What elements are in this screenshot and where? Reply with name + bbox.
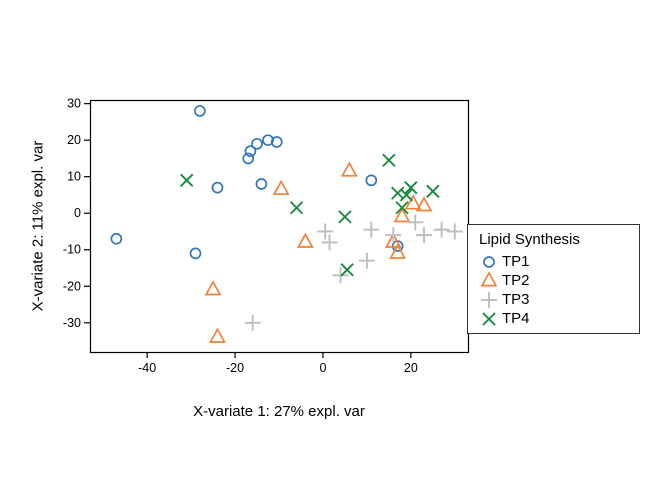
plus-icon [475, 290, 502, 309]
y-tick-label: 20 [67, 133, 81, 147]
series-tp4 [180, 153, 440, 277]
legend-item-tp3: TP3 [468, 290, 639, 309]
marker-triangle [393, 207, 411, 223]
marker-triangle [272, 179, 290, 195]
marker-triangle [389, 243, 407, 259]
marker-x [404, 180, 418, 195]
y-axis-title: X-variate 2: 11% expl. var [29, 140, 47, 312]
marker-x [338, 210, 352, 224]
triangle-icon [475, 271, 502, 290]
marker-circle [270, 136, 283, 148]
legend-label-tp2: TP2 [502, 272, 530, 289]
marker-x [180, 173, 194, 188]
marker-circle [194, 105, 206, 117]
legend-label-tp4: TP4 [502, 310, 530, 327]
marker-plus [433, 221, 450, 238]
legend-label-tp1: TP1 [502, 253, 530, 270]
marker-plus [358, 252, 375, 269]
x-axis-title: X-variate 1: 27% expl. var [193, 403, 365, 420]
y-tick-label: 0 [74, 206, 81, 220]
marker-triangle [480, 271, 497, 287]
marker-circle [482, 256, 495, 268]
x-tick-label: 0 [319, 361, 326, 375]
marker-circle [365, 174, 378, 187]
series-tp1 [110, 105, 404, 260]
marker-triangle [204, 280, 222, 296]
x-tick-label: -40 [138, 361, 156, 375]
marker-x [395, 201, 409, 215]
marker-x [426, 184, 440, 198]
series-tp3 [244, 214, 463, 331]
marker-plus [480, 292, 497, 308]
legend-items: TP1 TP2 TP3 TP4 [468, 252, 639, 328]
y-tick-label: -10 [63, 243, 81, 257]
marker-circle [211, 181, 224, 194]
legend: Lipid Synthesis TP1 TP2 TP3 TP4 [467, 224, 640, 334]
marker-triangle [384, 232, 402, 248]
legend-label-tp3: TP3 [502, 291, 530, 308]
legend-title: Lipid Synthesis [479, 231, 580, 248]
x-tick-label: 20 [404, 361, 418, 375]
marker-x [340, 263, 354, 277]
marker-triangle [209, 327, 226, 343]
legend-item-tp4: TP4 [468, 309, 639, 328]
marker-circle [242, 152, 255, 165]
y-tick-label: -30 [63, 316, 81, 330]
y-tick-label: 10 [67, 170, 81, 184]
circle-icon [475, 252, 502, 271]
marker-x [391, 186, 405, 200]
y-tick-label: 30 [67, 97, 81, 111]
marker-circle [189, 247, 202, 260]
marker-triangle [404, 194, 422, 210]
marker-circle [244, 145, 257, 157]
series-tp2 [204, 161, 433, 343]
legend-item-tp2: TP2 [468, 271, 639, 290]
marker-x [289, 201, 304, 215]
marker-plus [416, 227, 433, 244]
marker-circle [255, 178, 268, 190]
marker-plus [385, 227, 402, 244]
marker-plus [363, 221, 380, 238]
marker-x [399, 188, 414, 202]
marker-plus [244, 314, 261, 331]
marker-circle [110, 232, 123, 245]
legend-item-tp1: TP1 [468, 252, 639, 271]
x-tick-label: -20 [226, 361, 244, 375]
marker-x [382, 153, 396, 167]
x-icon [475, 309, 502, 328]
y-tick-label: -20 [63, 279, 81, 293]
marker-x [481, 312, 496, 326]
marker-plus [446, 223, 463, 240]
marker-plus [321, 234, 338, 251]
marker-plus [317, 223, 334, 240]
marker-triangle [415, 196, 433, 212]
marker-plus [407, 214, 424, 231]
marker-circle [251, 137, 263, 150]
marker-plus [332, 267, 349, 284]
marker-triangle [340, 161, 358, 177]
marker-triangle [296, 232, 314, 248]
